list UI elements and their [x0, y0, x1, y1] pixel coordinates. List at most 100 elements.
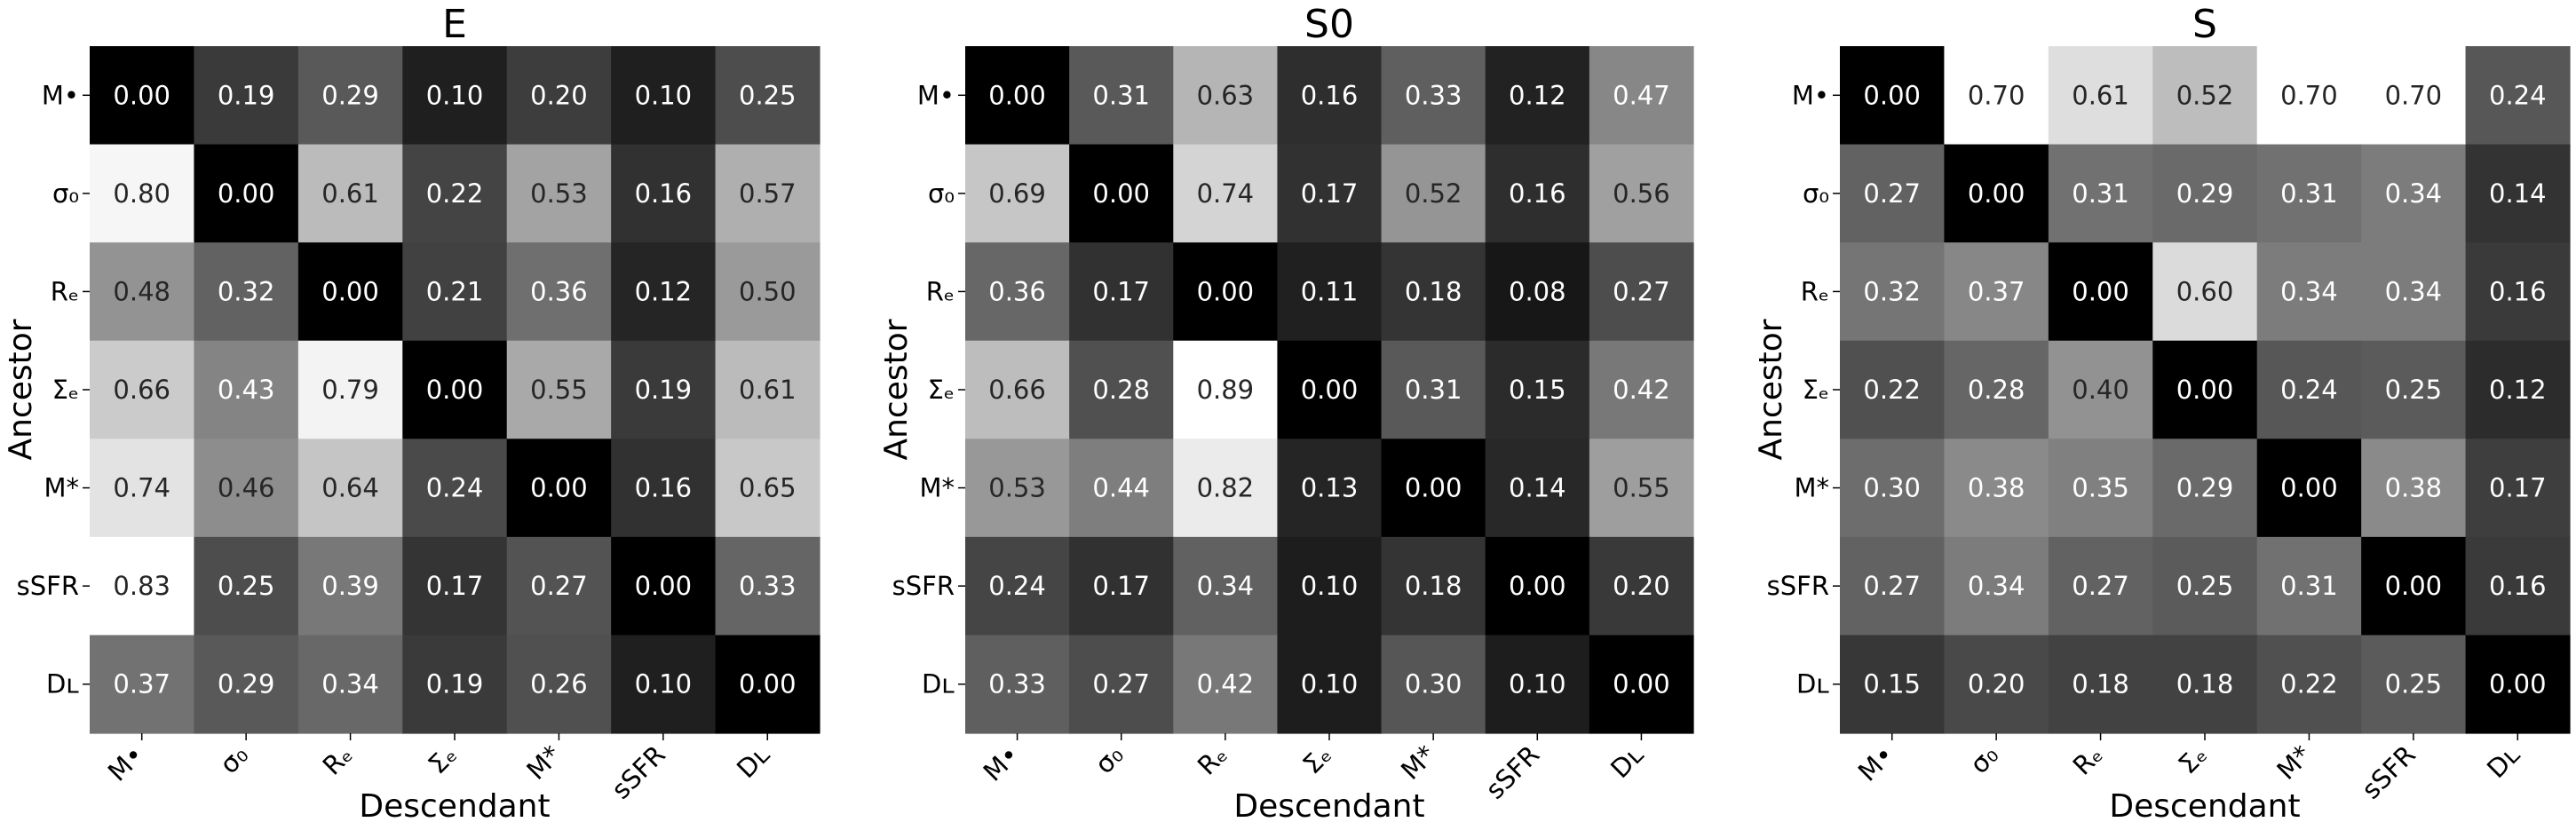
- y-tick-label: Rₑ: [1801, 276, 1829, 306]
- cell-value-label: 0.74: [1197, 178, 1255, 209]
- heatmap-cell: [611, 439, 717, 538]
- y-tick-label: Dʟ: [922, 669, 955, 700]
- cell-value-label: 0.25: [218, 571, 275, 601]
- heatmap-cell: [1840, 439, 1946, 538]
- cell-value-label: 0.61: [2072, 80, 2129, 110]
- heatmap-cell: [297, 144, 403, 243]
- y-tick-label: M•: [42, 80, 79, 110]
- heatmap-cell: [194, 242, 299, 342]
- cell-value-label: 0.52: [1405, 178, 1462, 209]
- heatmap-cell: [2256, 340, 2362, 439]
- heatmap-cell: [2256, 439, 2362, 538]
- heatmap-cell: [402, 46, 508, 146]
- heatmap-cell: [2256, 242, 2362, 342]
- heatmap-cell: [2361, 46, 2467, 146]
- cell-value-label: 0.17: [1301, 178, 1359, 209]
- cell-value-label: 0.70: [2385, 80, 2443, 110]
- heatmap-cell: [90, 242, 195, 342]
- cell-value-label: 0.00: [2280, 473, 2338, 503]
- heatmap-cell: [1381, 46, 1486, 146]
- cell-value-label: 0.29: [218, 669, 275, 700]
- heatmap-cell: [611, 536, 717, 636]
- cell-value-label: 0.34: [321, 669, 379, 700]
- heatmap-cell: [1589, 340, 1694, 439]
- cell-value-label: 0.19: [635, 375, 693, 405]
- cell-value-label: 0.61: [321, 178, 379, 209]
- heatmap-cell: [297, 536, 403, 636]
- cell-value-label: 0.33: [1405, 80, 1462, 110]
- y-tick-label: M•: [917, 80, 955, 110]
- cell-value-label: 0.21: [426, 276, 484, 306]
- cell-value-label: 0.70: [2280, 80, 2338, 110]
- cell-value-label: 0.47: [1613, 80, 1670, 110]
- heatmap-cell: [1173, 46, 1279, 146]
- heatmap-cell: [715, 46, 820, 146]
- heatmap-cell: [1840, 46, 1946, 146]
- x-tick-label: sSFR: [2356, 739, 2421, 805]
- cell-value-label: 0.27: [530, 571, 588, 601]
- heatmap-cell: [90, 635, 195, 734]
- heatmap-cell: [1840, 635, 1946, 734]
- cell-value-label: 0.12: [635, 276, 693, 306]
- cell-value-label: 0.48: [113, 276, 170, 306]
- cell-value-label: 0.18: [1405, 276, 1462, 306]
- heatmap-cell: [402, 144, 508, 243]
- heatmap-cell: [1069, 635, 1174, 734]
- cell-value-label: 0.00: [1405, 473, 1462, 503]
- heatmap-cell: [90, 536, 195, 636]
- cell-value-label: 0.36: [530, 276, 588, 306]
- y-tick-label: σ₀: [1803, 178, 1829, 209]
- panel-s-heatmap: 0.00 0.70 0.61 0.52 0.70 0.70 0.24 0.27 0.00 0.31…: [1753, 2, 2571, 825]
- y-axis-label: Ancestor: [878, 319, 915, 460]
- heatmap-cell: [506, 536, 612, 636]
- cell-value-label: 0.15: [1509, 375, 1566, 405]
- heatmap-cell: [715, 536, 820, 636]
- cell-value-label: 0.00: [1301, 375, 1359, 405]
- cell-value-label: 0.00: [1863, 80, 1921, 110]
- x-tick-label: σ₀: [1964, 739, 2004, 779]
- cell-value-label: 0.24: [988, 571, 1046, 601]
- y-tick-label: Σₑ: [52, 375, 79, 405]
- cell-value-label: 0.22: [1863, 375, 1921, 405]
- cell-value-label: 0.22: [2280, 669, 2338, 700]
- cell-value-label: 0.00: [426, 375, 484, 405]
- cell-value-label: 0.53: [530, 178, 588, 209]
- heatmap-cell: [297, 340, 403, 439]
- y-tick-label: Rₑ: [51, 276, 79, 306]
- heatmap-cell: [297, 46, 403, 146]
- x-tick-label: Σₑ: [2172, 739, 2213, 780]
- cell-value-label: 0.53: [988, 473, 1046, 503]
- heatmap-cell: [1069, 439, 1174, 538]
- cell-value-label: 0.20: [530, 80, 588, 110]
- cell-value-label: 0.34: [2385, 178, 2443, 209]
- cell-value-label: 0.10: [426, 80, 484, 110]
- cell-value-label: 0.89: [1197, 375, 1255, 405]
- cell-value-label: 0.57: [739, 178, 797, 209]
- cell-value-label: 0.25: [2176, 571, 2234, 601]
- cell-value-label: 0.70: [1968, 80, 2025, 110]
- heatmap-cell: [1589, 144, 1694, 243]
- cell-value-label: 0.17: [2489, 473, 2547, 503]
- heatmap-cell: [2048, 635, 2153, 734]
- y-tick-label: sSFR: [1767, 571, 1829, 601]
- cell-value-label: 0.12: [2489, 375, 2547, 405]
- cell-value-label: 0.16: [1301, 80, 1359, 110]
- cell-value-label: 0.00: [635, 571, 693, 601]
- cell-value-label: 0.56: [1613, 178, 1670, 209]
- cell-value-label: 0.65: [739, 473, 797, 503]
- cell-value-label: 0.82: [1197, 473, 1255, 503]
- cell-value-label: 0.20: [1968, 669, 2025, 700]
- cell-value-label: 0.30: [1863, 473, 1921, 503]
- heatmap-cell: [1381, 536, 1486, 636]
- cell-value-label: 0.43: [218, 375, 275, 405]
- cell-value-label: 0.34: [1197, 571, 1255, 601]
- heatmap-cell: [1944, 242, 2049, 342]
- cell-value-label: 0.10: [635, 669, 693, 700]
- cell-value-label: 0.10: [635, 80, 693, 110]
- heatmap-cell: [1069, 242, 1174, 342]
- cell-value-label: 0.25: [739, 80, 797, 110]
- cell-value-label: 0.17: [1092, 276, 1150, 306]
- heatmap-cell: [2465, 144, 2571, 243]
- heatmap-cell: [1173, 144, 1279, 243]
- y-tick-label: Σₑ: [1803, 375, 1829, 405]
